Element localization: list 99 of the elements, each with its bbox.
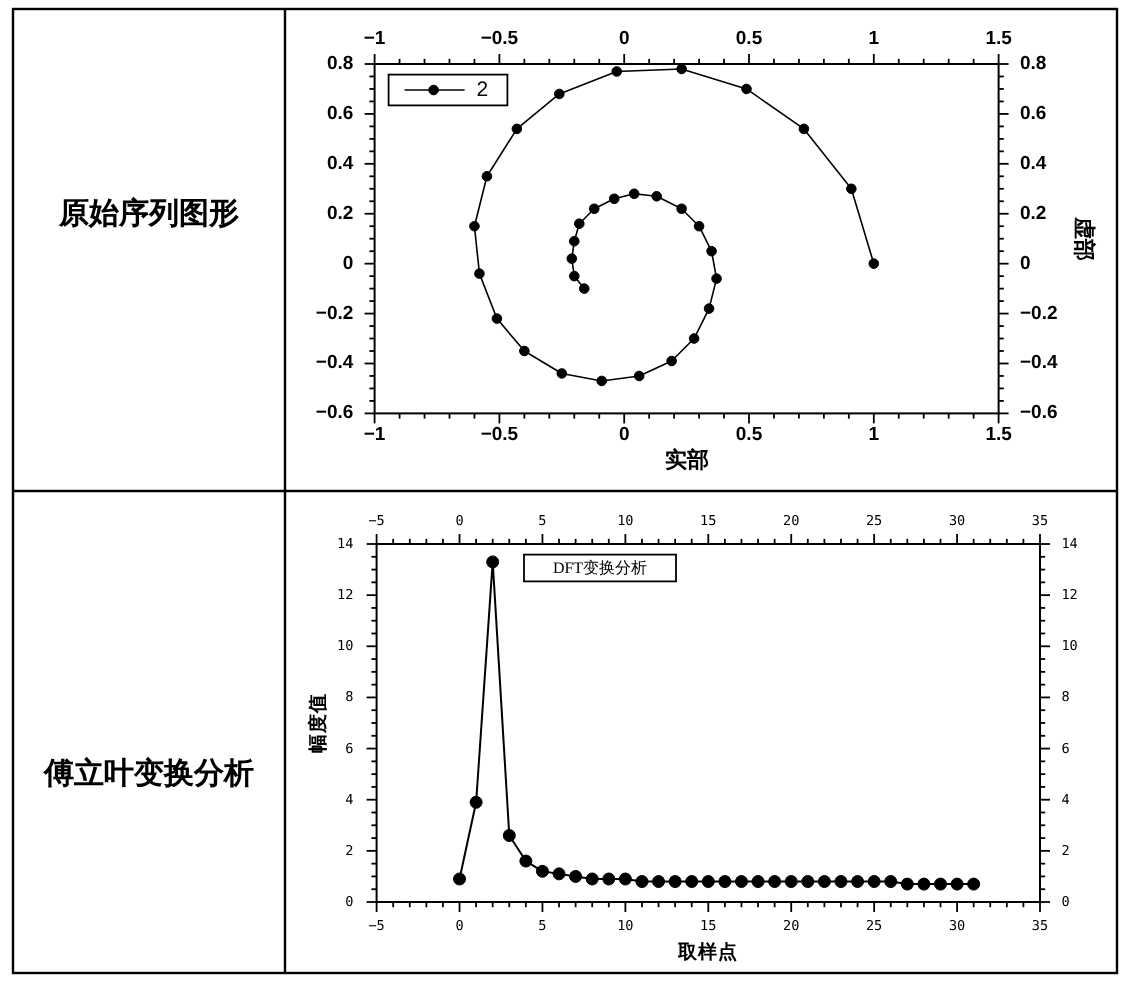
x-tick-label: 0 <box>618 424 630 447</box>
point <box>453 872 467 886</box>
x-tick-label: −1 <box>363 424 387 447</box>
x-axis-title: 取样点 <box>676 940 739 964</box>
y-tick-label: −0.6 <box>315 402 354 425</box>
point <box>900 877 914 891</box>
point <box>633 370 645 382</box>
point <box>868 258 880 269</box>
point <box>608 193 620 205</box>
text: 傅立叶变换分析 <box>42 755 254 791</box>
point <box>651 190 662 202</box>
x-tick-label: 1 <box>868 424 881 447</box>
point <box>817 875 831 889</box>
point <box>967 877 981 891</box>
point <box>469 795 483 809</box>
point <box>556 368 568 379</box>
point <box>666 355 677 367</box>
point <box>688 333 700 344</box>
x2-tick-label: 0 <box>618 27 630 50</box>
x-tick-label: −0.5 <box>480 424 520 447</box>
point <box>701 875 715 889</box>
point <box>552 867 566 881</box>
x-axis-title: 实部 <box>664 447 709 473</box>
x2-tick-label: −0.5 <box>480 27 520 50</box>
y-axis-title: 幅度值 <box>306 693 330 753</box>
y-tick-label: 0 <box>342 252 354 275</box>
y2-tick-label: 0 <box>1020 252 1031 275</box>
y2-tick-label: 0.2 <box>1020 202 1047 225</box>
point <box>602 872 616 886</box>
point <box>834 875 848 889</box>
point <box>491 313 503 324</box>
y2-tick-label: 0.8 <box>1020 53 1047 75</box>
point <box>933 877 947 891</box>
point <box>481 171 493 182</box>
point <box>585 872 599 886</box>
point <box>703 303 715 314</box>
point <box>867 875 881 889</box>
y2-axis-title: 虚部 <box>1071 214 1098 261</box>
point <box>706 245 717 257</box>
point <box>519 345 530 357</box>
y-tick-label: 0.4 <box>326 152 355 175</box>
x2-tick-label: 0.5 <box>735 27 764 50</box>
x-tick-label: 1.5 <box>985 424 1014 447</box>
point <box>676 203 687 215</box>
point <box>618 872 632 886</box>
point <box>628 188 640 200</box>
y2-tick-label: −0.2 <box>1020 302 1058 325</box>
point <box>950 877 964 891</box>
point <box>569 869 583 883</box>
point <box>768 875 782 889</box>
point <box>693 220 705 232</box>
y2-tick-label: 0.6 <box>1020 102 1047 125</box>
point <box>611 66 623 77</box>
point <box>588 203 600 215</box>
point <box>685 875 699 889</box>
x2-tick-label: −1 <box>363 27 387 50</box>
point <box>917 877 931 891</box>
legend-label: 2 <box>476 78 489 102</box>
point <box>734 875 748 889</box>
point <box>596 375 608 387</box>
point <box>798 123 810 135</box>
y2-tick-label: 0.4 <box>1020 152 1048 175</box>
point <box>851 875 865 889</box>
y2-tick-label: −0.4 <box>1020 352 1059 375</box>
point <box>846 183 857 195</box>
annotation: DFT变换分析 <box>552 559 648 577</box>
point <box>568 270 580 282</box>
point <box>519 854 533 868</box>
point <box>535 864 549 878</box>
point <box>566 253 578 264</box>
x2-tick-label: 1.5 <box>985 27 1014 50</box>
x-tick-label: 0.5 <box>735 424 764 447</box>
y-tick-label: 0.8 <box>326 53 354 75</box>
y-tick-label: −0.4 <box>315 352 355 375</box>
point <box>573 218 585 230</box>
point <box>884 875 898 889</box>
x2-tick-label: 1 <box>868 27 881 50</box>
point <box>511 123 523 135</box>
point <box>718 875 732 889</box>
y-tick-label: −0.2 <box>315 302 354 325</box>
point <box>578 283 590 294</box>
point <box>474 268 485 279</box>
point <box>784 875 798 889</box>
point <box>502 829 516 843</box>
point <box>635 875 649 889</box>
point <box>711 273 722 284</box>
point <box>469 220 480 232</box>
y2-tick-label: −0.6 <box>1020 402 1058 425</box>
y-tick-label: 0.2 <box>326 202 354 225</box>
point <box>568 235 580 247</box>
point <box>486 555 500 569</box>
text: 原始序列图形 <box>57 195 239 231</box>
point <box>741 83 752 95</box>
point <box>751 875 765 889</box>
point <box>801 875 815 889</box>
y-tick-label: 0.6 <box>326 102 354 125</box>
point <box>652 875 666 889</box>
point <box>668 875 682 889</box>
point <box>554 88 565 100</box>
